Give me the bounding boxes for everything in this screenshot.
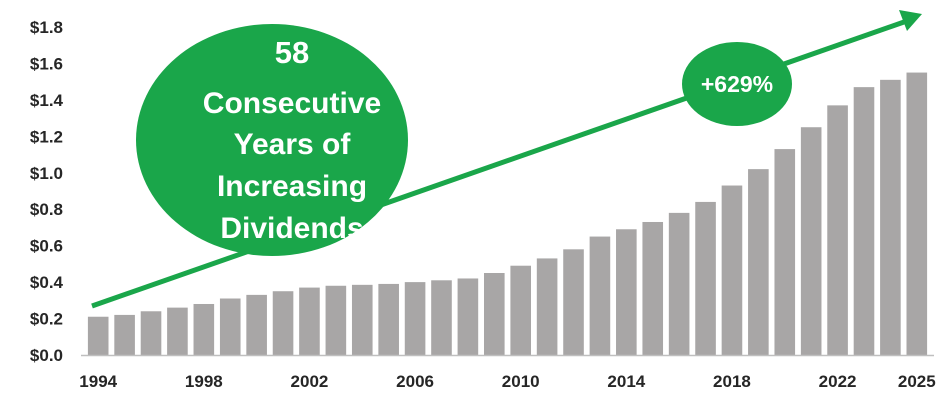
bar-2021 xyxy=(800,127,822,355)
bar-2013 xyxy=(589,236,611,355)
x-tick-label: 2022 xyxy=(819,372,857,391)
bar-2009 xyxy=(484,273,505,355)
bar-2017 xyxy=(695,201,716,355)
bar-2020 xyxy=(774,149,796,355)
y-tick-label: $1.4 xyxy=(30,91,64,110)
bar-2001 xyxy=(272,291,294,355)
y-tick-label: $0.6 xyxy=(30,237,63,256)
bar-2023 xyxy=(853,87,875,355)
y-tick-label: $1.6 xyxy=(30,54,63,73)
growth-badge-label: +629% xyxy=(701,71,773,97)
bar-2011 xyxy=(536,258,558,355)
bar-2008 xyxy=(457,278,479,355)
x-axis: 1994 1998 2002 2006 2010 2014 2018 2022 2025 xyxy=(79,372,935,391)
growth-badge: +629% xyxy=(682,42,792,126)
callout-line-1: Consecutive xyxy=(203,87,381,120)
x-tick-label: 2002 xyxy=(291,372,329,391)
bar-2014 xyxy=(616,229,637,355)
y-tick-label: $0.8 xyxy=(30,200,63,219)
callout-line-2: Years of xyxy=(234,128,352,161)
trend-arrow-head xyxy=(899,10,922,31)
bar-2019 xyxy=(748,169,769,355)
callout-line-3: Increasing xyxy=(217,170,367,203)
bar-2010 xyxy=(510,265,531,355)
y-tick-label: $0.2 xyxy=(30,310,63,329)
callout-number: 58 xyxy=(275,35,309,70)
bar-2007 xyxy=(431,280,452,355)
bar-2025 xyxy=(906,72,928,355)
bar-1998 xyxy=(193,303,215,355)
bar-2015 xyxy=(642,221,664,355)
growth-badge-bubble xyxy=(682,42,792,126)
callout-line-4: Dividends xyxy=(220,212,363,245)
bar-1994 xyxy=(87,316,109,355)
bar-1996 xyxy=(140,311,162,355)
bar-1997 xyxy=(167,307,188,355)
x-tick-label: 2014 xyxy=(607,372,645,391)
bar-2022 xyxy=(827,105,848,355)
y-tick-label: $1.8 xyxy=(30,18,63,37)
bar-2016 xyxy=(668,212,690,355)
x-tick-label: 1994 xyxy=(79,372,117,391)
bar-2018 xyxy=(721,185,743,355)
y-axis: $0.0 $0.2 $0.4 $0.6 $0.8 $1.0 $1.2 $1.4 $1.6 $1.8 xyxy=(30,18,64,365)
bar-2024 xyxy=(880,79,901,355)
y-tick-label: $0.0 xyxy=(30,346,63,365)
x-tick-label: 1998 xyxy=(185,372,223,391)
y-tick-label: $1.2 xyxy=(30,127,63,146)
x-tick-label: 2010 xyxy=(502,372,540,391)
bar-2000 xyxy=(246,294,267,355)
bars-group xyxy=(87,72,928,355)
bar-2004 xyxy=(351,284,373,355)
x-tick-label: 2018 xyxy=(713,372,751,391)
x-tick-label: 2025 xyxy=(898,372,936,391)
bar-2006 xyxy=(404,282,426,355)
bar-1995 xyxy=(114,314,135,355)
x-tick-label: 2006 xyxy=(396,372,434,391)
bar-2002 xyxy=(299,287,320,355)
consecutive-years-callout: 58 Consecutive Years of Increasing Divid… xyxy=(136,24,408,256)
y-tick-label: $0.4 xyxy=(30,273,64,292)
callout-bubble xyxy=(136,24,408,256)
bar-2012 xyxy=(563,249,584,355)
bar-1999 xyxy=(219,298,241,355)
y-tick-label: $1.0 xyxy=(30,164,63,183)
bar-2005 xyxy=(378,283,399,355)
bar-2003 xyxy=(325,285,347,355)
